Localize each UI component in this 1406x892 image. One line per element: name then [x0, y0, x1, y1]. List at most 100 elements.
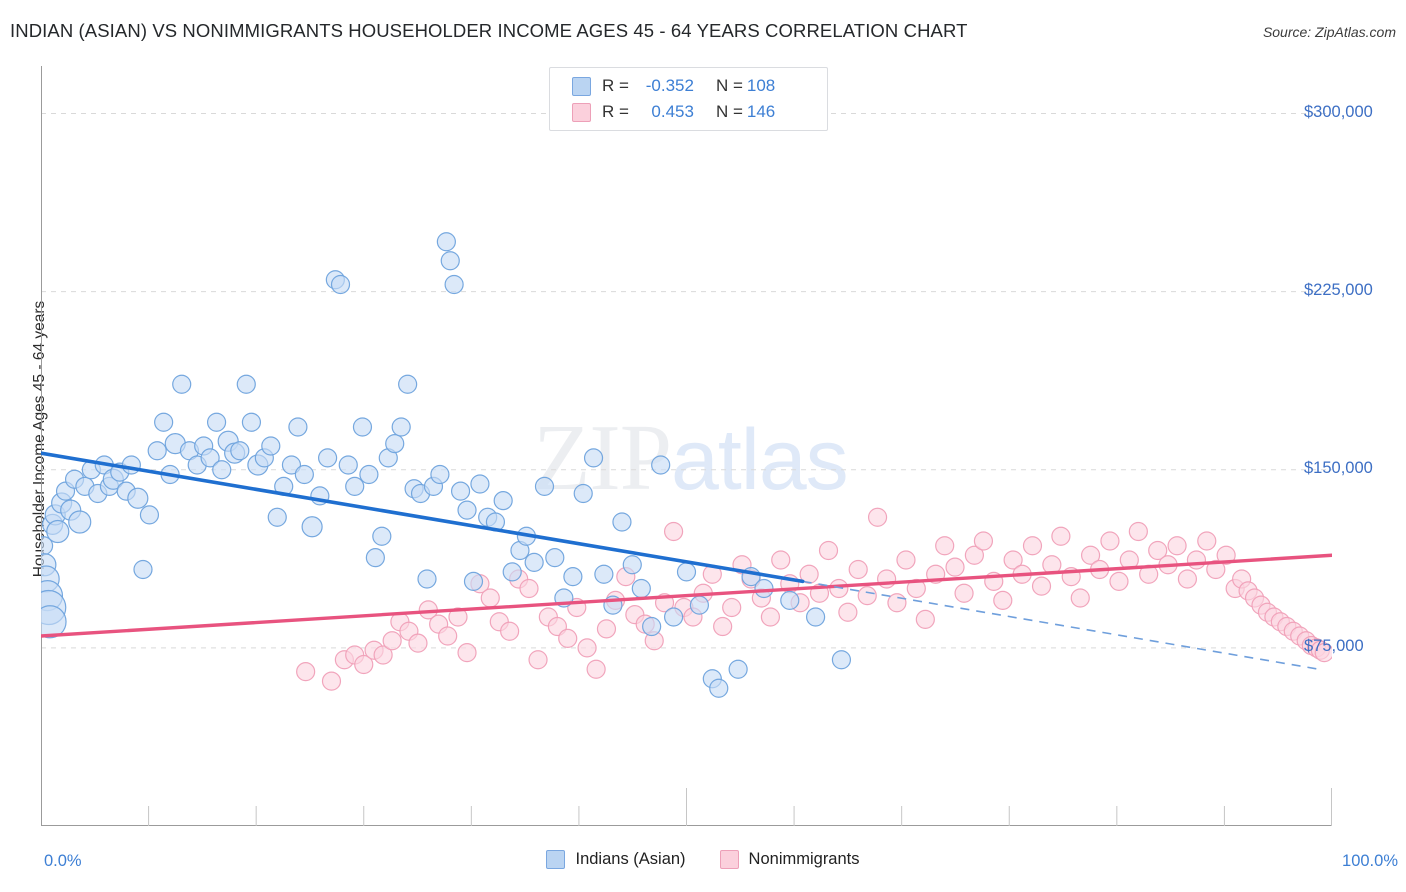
- page-title: INDIAN (ASIAN) VS NONIMMIGRANTS HOUSEHOL…: [10, 20, 968, 41]
- data-point: [993, 590, 1013, 610]
- data-point: [463, 571, 484, 591]
- data-point: [470, 474, 490, 494]
- data-point: [818, 540, 839, 561]
- data-point: [230, 441, 250, 461]
- data-point: [365, 548, 385, 568]
- data-point: [1031, 576, 1052, 596]
- data-point: [1080, 545, 1101, 565]
- y-axis-tick-label: $75,000: [1304, 636, 1364, 655]
- data-point: [281, 455, 302, 475]
- data-point: [915, 609, 935, 629]
- data-point: [754, 578, 774, 599]
- data-point: [1148, 540, 1168, 561]
- data-point: [345, 476, 365, 496]
- stats-row-blue: R = -0.352 N = 108: [572, 73, 827, 99]
- data-point: [147, 441, 167, 461]
- data-point: [1216, 545, 1236, 565]
- data-point: [558, 628, 578, 648]
- data-point: [829, 578, 849, 599]
- pink-data-points: [296, 507, 1332, 691]
- data-point: [1051, 526, 1071, 546]
- nonimmigrants-swatch-icon: [719, 850, 739, 869]
- data-point: [519, 578, 539, 599]
- data-point: [887, 593, 907, 613]
- data-point: [728, 659, 748, 679]
- data-point: [583, 448, 604, 468]
- data-point: [722, 597, 742, 618]
- data-point: [391, 417, 411, 437]
- source-label: Source: ZipAtlas.com: [1262, 24, 1396, 40]
- data-point: [172, 374, 192, 394]
- data-point: [596, 619, 617, 639]
- indians-legend-label: Indians (Asian): [575, 850, 686, 868]
- data-point: [848, 559, 868, 580]
- data-point: [457, 500, 477, 520]
- data-point: [288, 417, 308, 437]
- legend-item-indians[interactable]: Indians (Asian): [546, 850, 686, 869]
- data-point: [330, 274, 351, 295]
- data-point: [154, 412, 174, 432]
- data-point: [563, 567, 583, 587]
- trendlines: [41, 451, 1332, 671]
- nonimmigrants-legend-label: Nonimmigrants: [748, 850, 860, 868]
- data-point: [338, 455, 358, 475]
- blue-trendline: [41, 451, 805, 584]
- data-point: [382, 631, 402, 651]
- pink-trendline: [41, 553, 1332, 638]
- data-point: [417, 569, 437, 589]
- data-point: [206, 412, 227, 432]
- data-point: [857, 586, 877, 606]
- pink-swatch-icon: [572, 102, 591, 122]
- data-point: [212, 460, 232, 480]
- data-point: [663, 607, 684, 627]
- data-point: [954, 583, 974, 603]
- pink-r-value: 0.453: [651, 102, 694, 121]
- indians-swatch-icon: [546, 850, 566, 869]
- data-point: [200, 448, 220, 468]
- data-point: [352, 417, 373, 437]
- data-point: [440, 251, 460, 271]
- blue-n-label: N =: [715, 76, 743, 95]
- data-point: [261, 436, 281, 456]
- data-point: [430, 464, 450, 485]
- data-point: [594, 564, 614, 584]
- data-point: [1100, 531, 1120, 551]
- plot-svg: [41, 66, 1332, 826]
- data-point: [493, 491, 513, 511]
- data-point: [573, 483, 593, 504]
- stats-row-pink: R = 0.453 N = 146: [572, 99, 827, 125]
- data-point: [877, 569, 897, 589]
- data-point: [436, 232, 456, 252]
- blue-swatch-icon: [572, 76, 591, 96]
- pink-n-label: N =: [715, 102, 743, 121]
- data-point: [354, 654, 374, 675]
- data-point: [480, 588, 500, 608]
- data-point: [502, 562, 522, 582]
- data-point: [612, 512, 632, 532]
- y-axis-tick-label: $150,000: [1304, 458, 1373, 477]
- data-point: [448, 607, 468, 627]
- data-point: [780, 590, 800, 610]
- data-point: [534, 476, 555, 496]
- data-point: [41, 605, 67, 639]
- data-point: [296, 662, 316, 682]
- data-point: [301, 516, 323, 538]
- data-point: [676, 562, 697, 582]
- data-point: [760, 607, 781, 627]
- data-point: [896, 550, 916, 570]
- data-point: [373, 645, 393, 665]
- data-point: [294, 464, 314, 485]
- data-point: [359, 464, 379, 485]
- data-point: [500, 621, 520, 641]
- data-point: [457, 643, 477, 663]
- scatter-plot: $300,000 $225,000 $150,000 $75,000: [41, 66, 1373, 826]
- legend-item-nonimmigrants[interactable]: Nonimmigrants: [719, 850, 860, 869]
- data-point: [398, 374, 418, 394]
- data-point: [236, 374, 256, 394]
- data-point: [867, 507, 888, 527]
- data-point: [622, 555, 642, 575]
- data-point: [663, 521, 684, 542]
- data-point: [642, 616, 662, 637]
- data-point: [1186, 550, 1207, 570]
